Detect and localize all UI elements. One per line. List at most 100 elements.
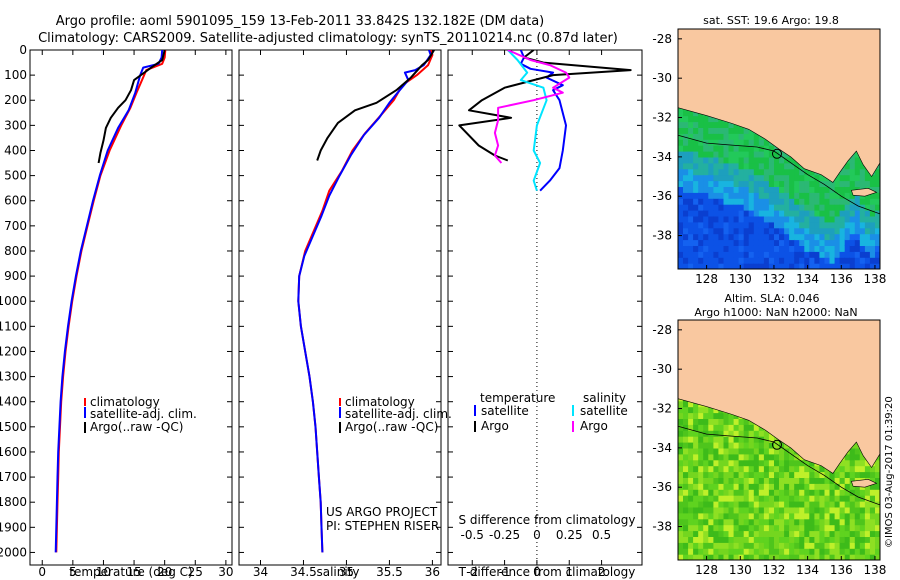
map-cell bbox=[723, 151, 730, 158]
map-cell bbox=[794, 548, 800, 555]
map-cell bbox=[723, 127, 730, 134]
map-cell bbox=[688, 406, 694, 414]
map-cell bbox=[839, 554, 846, 560]
map-cell bbox=[854, 512, 861, 520]
map-cell bbox=[774, 512, 780, 520]
map-cell bbox=[748, 204, 755, 211]
map-cell bbox=[779, 180, 785, 187]
map-cell bbox=[864, 548, 871, 555]
map-cell bbox=[819, 471, 825, 478]
map-cell bbox=[804, 471, 810, 478]
map-cell bbox=[753, 198, 760, 205]
map-cell bbox=[698, 145, 704, 152]
map-cell bbox=[718, 436, 724, 443]
map-cell bbox=[859, 198, 866, 205]
map-cell bbox=[693, 459, 699, 467]
map-cell bbox=[703, 406, 709, 414]
map-cell bbox=[824, 477, 831, 484]
map-cell bbox=[768, 548, 775, 555]
map-cell bbox=[854, 453, 861, 461]
map-cell bbox=[844, 542, 851, 549]
map-cell bbox=[683, 251, 689, 258]
map-cell bbox=[774, 530, 780, 537]
map-cell bbox=[849, 233, 856, 241]
map-cell bbox=[763, 453, 770, 461]
map-cell bbox=[723, 447, 730, 455]
map-cell bbox=[875, 548, 880, 555]
map-cell bbox=[733, 506, 740, 514]
map-cell bbox=[703, 198, 709, 205]
map-cell bbox=[854, 156, 861, 164]
map-cell bbox=[864, 554, 871, 560]
map-cell bbox=[743, 162, 750, 170]
map-cell bbox=[753, 192, 760, 199]
map-cell bbox=[683, 221, 689, 229]
map-cell bbox=[723, 489, 730, 496]
map-cell bbox=[753, 554, 760, 560]
y-tick-label: -38 bbox=[652, 520, 672, 534]
map-cell bbox=[728, 548, 735, 555]
map-cell bbox=[839, 257, 846, 264]
map-cell bbox=[753, 542, 760, 549]
map-cell bbox=[768, 436, 775, 443]
map-cell bbox=[829, 518, 836, 526]
map-cell bbox=[743, 192, 750, 199]
map-cell bbox=[839, 530, 846, 537]
map-cell bbox=[713, 204, 719, 211]
map-cell bbox=[789, 548, 795, 555]
temperature-series bbox=[54, 50, 167, 553]
map-cell bbox=[723, 459, 730, 467]
map-cell bbox=[683, 430, 689, 437]
map-cell bbox=[708, 554, 714, 560]
y-tick-label: 2000 bbox=[0, 545, 27, 559]
map-cell bbox=[875, 198, 880, 205]
map-cell bbox=[844, 257, 851, 264]
map-cell bbox=[738, 174, 745, 182]
map-cell bbox=[723, 204, 730, 211]
map-cell bbox=[829, 210, 836, 217]
map-cell bbox=[839, 204, 846, 211]
map-cell bbox=[779, 554, 785, 560]
map-cell bbox=[678, 400, 684, 408]
map-cell bbox=[728, 501, 735, 508]
map-cell bbox=[849, 210, 856, 217]
map-cell bbox=[814, 227, 820, 235]
map-cell bbox=[819, 245, 825, 252]
map-cell bbox=[708, 495, 714, 502]
map-cell bbox=[688, 168, 694, 176]
map-cell bbox=[768, 447, 775, 455]
map-cell bbox=[763, 192, 770, 199]
x-tick-label: 134 bbox=[796, 272, 819, 286]
map-cell bbox=[733, 430, 740, 437]
map-cell bbox=[708, 418, 714, 425]
map-cell bbox=[683, 239, 689, 246]
map-cell bbox=[839, 215, 846, 223]
map-cell bbox=[723, 424, 730, 431]
map-cell bbox=[683, 174, 689, 182]
map-cell bbox=[849, 192, 856, 199]
map-cell bbox=[819, 536, 825, 543]
map-cell bbox=[779, 495, 785, 502]
map-cell bbox=[703, 210, 709, 217]
map-cell bbox=[748, 530, 755, 537]
map-cell bbox=[763, 239, 770, 246]
map-cell bbox=[733, 215, 740, 223]
map-cell bbox=[738, 512, 745, 520]
map-cell bbox=[768, 180, 775, 187]
series-line-satellite-adj-clim- bbox=[297, 50, 432, 553]
map-cell bbox=[824, 186, 831, 193]
map-cell bbox=[688, 400, 694, 408]
map-cell bbox=[864, 524, 871, 532]
map-cell bbox=[733, 204, 740, 211]
map-cell bbox=[779, 530, 785, 537]
map-cell bbox=[809, 174, 815, 182]
map-cell bbox=[758, 489, 765, 496]
map-cell bbox=[869, 524, 876, 532]
map-cell bbox=[748, 221, 755, 229]
x-tick-label: 34.5 bbox=[290, 565, 317, 579]
map-cell bbox=[683, 145, 689, 152]
map-cell bbox=[864, 471, 871, 478]
map-cell bbox=[869, 542, 876, 549]
map-cell bbox=[834, 204, 841, 211]
map-cell bbox=[748, 483, 755, 490]
